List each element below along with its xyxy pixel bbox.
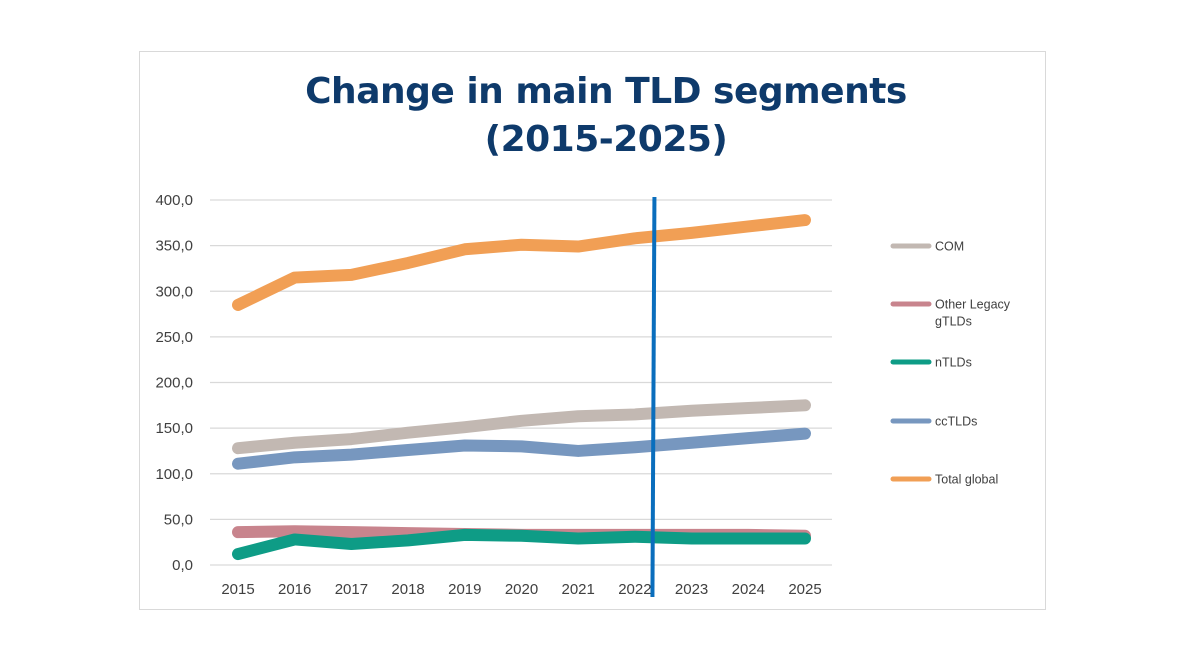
x-tick-label: 2021 — [562, 581, 595, 598]
legend-label: Other Legacy — [935, 298, 1011, 312]
x-tick-label: 2024 — [732, 581, 765, 598]
series-line-cctlds — [232, 427, 811, 470]
series-line-ntlds — [232, 528, 811, 561]
y-axis: 0,0 50,0 100,0 150,0 200,0 250,0 300,0 350,0 400… — [155, 192, 193, 574]
legend-label: nTLDs — [935, 356, 972, 370]
vertical-marker-line — [650, 196, 657, 598]
y-tick-label: 350,0 — [155, 238, 193, 255]
x-tick-label: 2018 — [391, 581, 424, 598]
x-tick-label: 2025 — [788, 581, 821, 598]
legend: COM Other Legacy gTLDs nTLDs ccTLDs Total glo… — [890, 240, 1011, 487]
legend-label: COM — [935, 240, 964, 254]
x-tick-label: 2015 — [221, 581, 254, 598]
y-tick-label: 400,0 — [155, 192, 193, 209]
y-tick-label: 150,0 — [155, 420, 193, 437]
series-line-com — [232, 399, 811, 455]
y-tick-label: 200,0 — [155, 375, 193, 392]
chart-title-line-2: (2015-2025) — [484, 119, 728, 160]
y-tick-label: 250,0 — [155, 329, 193, 346]
chart-title: Change in main TLD segments (2015-2025) — [139, 68, 1073, 164]
x-tick-label: 2022 — [618, 581, 651, 598]
chart-frame — [139, 51, 1046, 610]
legend-item: nTLDs — [890, 356, 972, 370]
x-tick-label: 2020 — [505, 581, 538, 598]
legend-item: Total global — [890, 473, 998, 487]
legend-item: ccTLDs — [890, 415, 977, 429]
legend-item: COM — [890, 240, 964, 254]
legend-item: Other Legacy gTLDs — [890, 298, 1011, 329]
legend-label: ccTLDs — [935, 415, 977, 429]
x-tick-label: 2017 — [335, 581, 368, 598]
y-tick-label: 100,0 — [155, 466, 193, 483]
legend-label: Total global — [935, 473, 998, 487]
x-tick-label: 2023 — [675, 581, 708, 598]
x-axis: 2015 2016 2017 2018 2019 2020 2021 2022 2023 2024… — [221, 581, 821, 598]
chart-title-line-1: Change in main TLD segments — [305, 71, 907, 112]
series-lines — [232, 214, 811, 561]
annotations — [650, 196, 657, 598]
y-tick-label: 50,0 — [164, 511, 193, 528]
gridlines — [210, 199, 832, 566]
y-tick-label: 300,0 — [155, 283, 193, 300]
legend-label: gTLDs — [935, 315, 972, 329]
x-tick-label: 2016 — [278, 581, 311, 598]
y-tick-label: 0,0 — [172, 557, 193, 574]
series-line-total-global — [232, 214, 811, 311]
x-tick-label: 2019 — [448, 581, 481, 598]
